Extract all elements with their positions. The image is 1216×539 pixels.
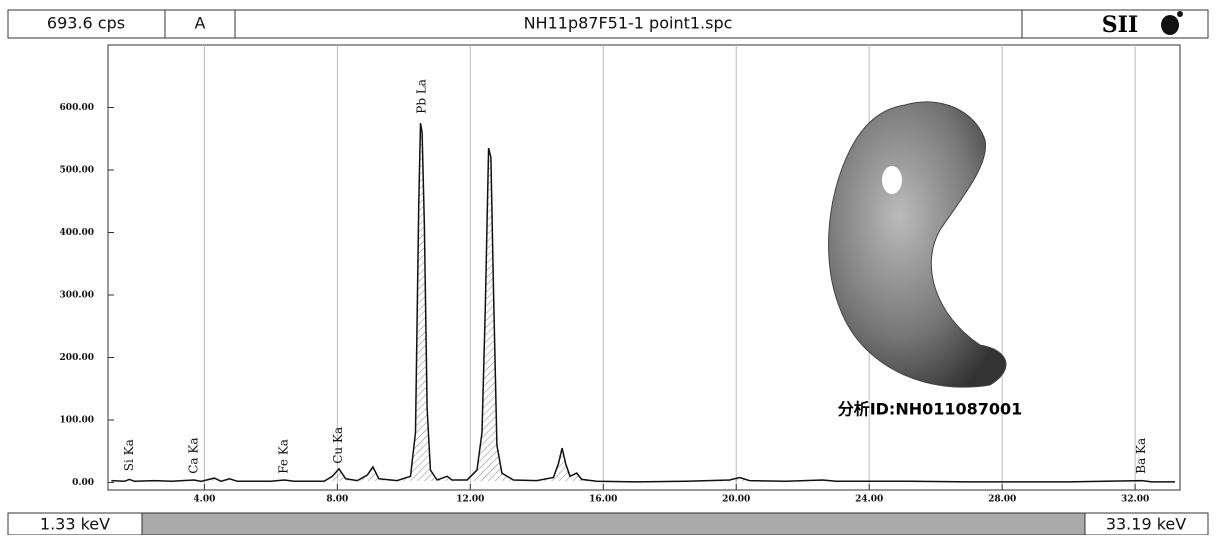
x-tick-label: 32.00 — [1121, 495, 1149, 505]
y-tick-label: 100.00 — [60, 416, 94, 426]
x-tick-label: 24.00 — [855, 495, 883, 505]
y-tick-label: 600.00 — [60, 103, 94, 113]
header-bar: 693.6 cps A NH11p87F51-1 point1.spc SII — [7, 9, 1209, 39]
x-tick-label: 16.00 — [589, 495, 617, 505]
x-tick-label: 28.00 — [988, 495, 1016, 505]
y-tick-label: 500.00 — [60, 166, 94, 176]
range-end: 33.19 keV — [1106, 515, 1186, 534]
element-label: Ba Ka — [1134, 438, 1148, 474]
spectrum-line — [111, 122, 1175, 483]
file-name: NH11p87F51-1 point1.spc — [524, 14, 733, 33]
mode: A — [195, 14, 206, 33]
footer-bar: 1.33 keV 33.19 keV — [7, 512, 1209, 536]
element-label: Pb La — [415, 79, 429, 114]
y-tick-label: 200.00 — [60, 353, 94, 363]
x-tick-label: 20.00 — [722, 495, 750, 505]
sample-shape — [828, 101, 1007, 388]
plot-frame — [107, 44, 1181, 491]
x-tick-label: 8.00 — [326, 495, 348, 505]
x-tick-label: 12.00 — [456, 495, 484, 505]
element-label: Ca Ka — [187, 437, 201, 473]
range-start: 1.33 keV — [40, 515, 110, 534]
count-rate: 693.6 cps — [47, 14, 125, 33]
range-bar — [141, 512, 1086, 536]
plot: 4.00 8.00 12.00 16.00 20.00 24.00 28.00 32.00 0.… — [60, 45, 1175, 505]
brand: SII — [1102, 12, 1138, 38]
y-tick-label: 300.00 — [60, 291, 94, 301]
element-label: Fe Ka — [277, 439, 291, 474]
x-tick-label: 4.00 — [193, 495, 215, 505]
sample-photo — [828, 101, 1007, 388]
y-tick-label: 400.00 — [60, 228, 94, 238]
header-frame — [7, 9, 1209, 39]
sample-id: 分析ID:NH011087001 — [838, 400, 1023, 419]
brand-logo-dot — [1177, 11, 1183, 17]
element-label: Cu Ka — [331, 427, 345, 464]
element-label: Si Ka — [122, 439, 136, 471]
y-tick-label: 0.00 — [72, 478, 94, 488]
sample-hole — [882, 166, 902, 194]
brand-logo — [1161, 15, 1179, 35]
